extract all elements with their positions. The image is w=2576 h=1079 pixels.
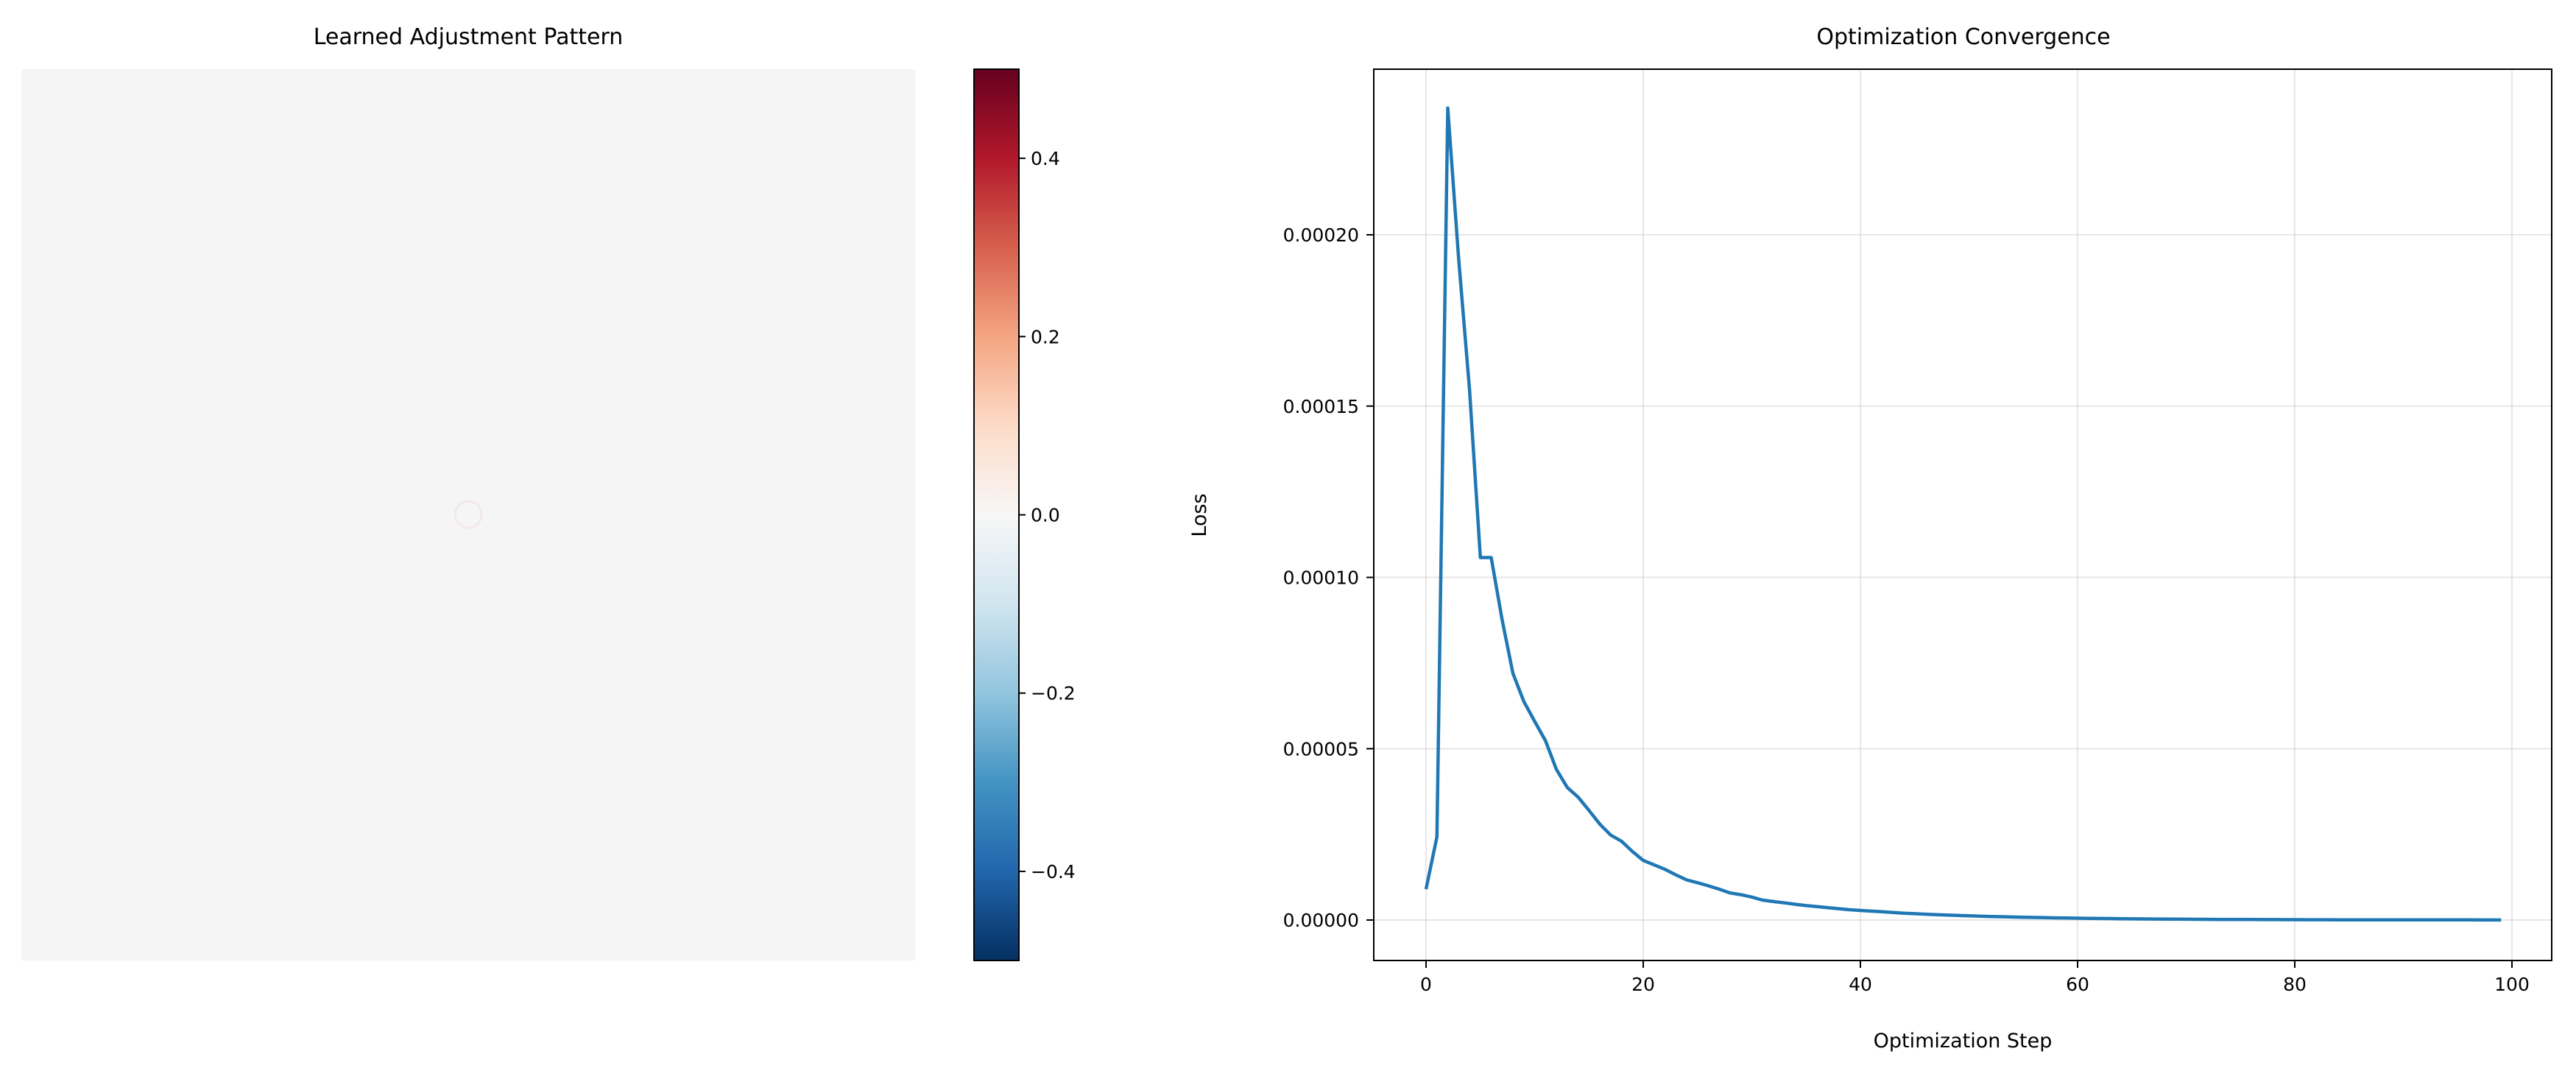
y-tick-label: 0.00000 (1283, 910, 1359, 931)
y-tick-label: 0.00005 (1283, 738, 1359, 760)
x-tick-label: 100 (2494, 974, 2530, 995)
grid (1374, 69, 2552, 961)
colorbar-tick-label: 0.4 (1031, 148, 1060, 169)
loss-series-line (1424, 106, 2502, 922)
x-tick-label: 0 (1420, 974, 1432, 995)
x-tick-label: 60 (2066, 974, 2089, 995)
colorbar-tick-label: −0.2 (1031, 683, 1076, 704)
y-tick-label: 0.00010 (1283, 567, 1359, 589)
y-tick-label: 0.00015 (1283, 396, 1359, 417)
heatmap-image (21, 69, 915, 961)
y-axis-ticks: 0.00000 0.00005 0.00010 0.00015 0.00020 (1283, 224, 1374, 931)
heatmap-panel: Learned Adjustment Pattern 0.4 0.2 0.0 −0.2… (21, 24, 1076, 961)
x-tick-label: 40 (1849, 974, 1872, 995)
heatmap-title: Learned Adjustment Pattern (314, 24, 624, 50)
y-axis-label: Loss (1188, 493, 1211, 537)
x-axis-ticks: 0 20 40 60 80 100 (1420, 961, 2530, 995)
heatmap-faint-feature (454, 500, 483, 529)
x-tick-label: 80 (2283, 974, 2307, 995)
x-axis-label: Optimization Step (1874, 1030, 2053, 1053)
colorbar-tick-label: 0.0 (1031, 505, 1060, 526)
line-panel: Optimization Convergence 0 20 40 60 80 100 0.… (1188, 24, 2552, 1053)
colorbar-tick-label: −0.4 (1031, 861, 1076, 882)
colorbar (973, 68, 1020, 961)
line-chart-title: Optimization Convergence (1816, 24, 2110, 50)
y-tick-label: 0.00020 (1283, 224, 1359, 246)
colorbar-ticks: 0.4 0.2 0.0 −0.2 −0.4 (1019, 148, 1076, 882)
colorbar-tick-label: 0.2 (1031, 326, 1060, 347)
plot-frame (1373, 68, 2552, 961)
x-tick-label: 20 (1631, 974, 1655, 995)
